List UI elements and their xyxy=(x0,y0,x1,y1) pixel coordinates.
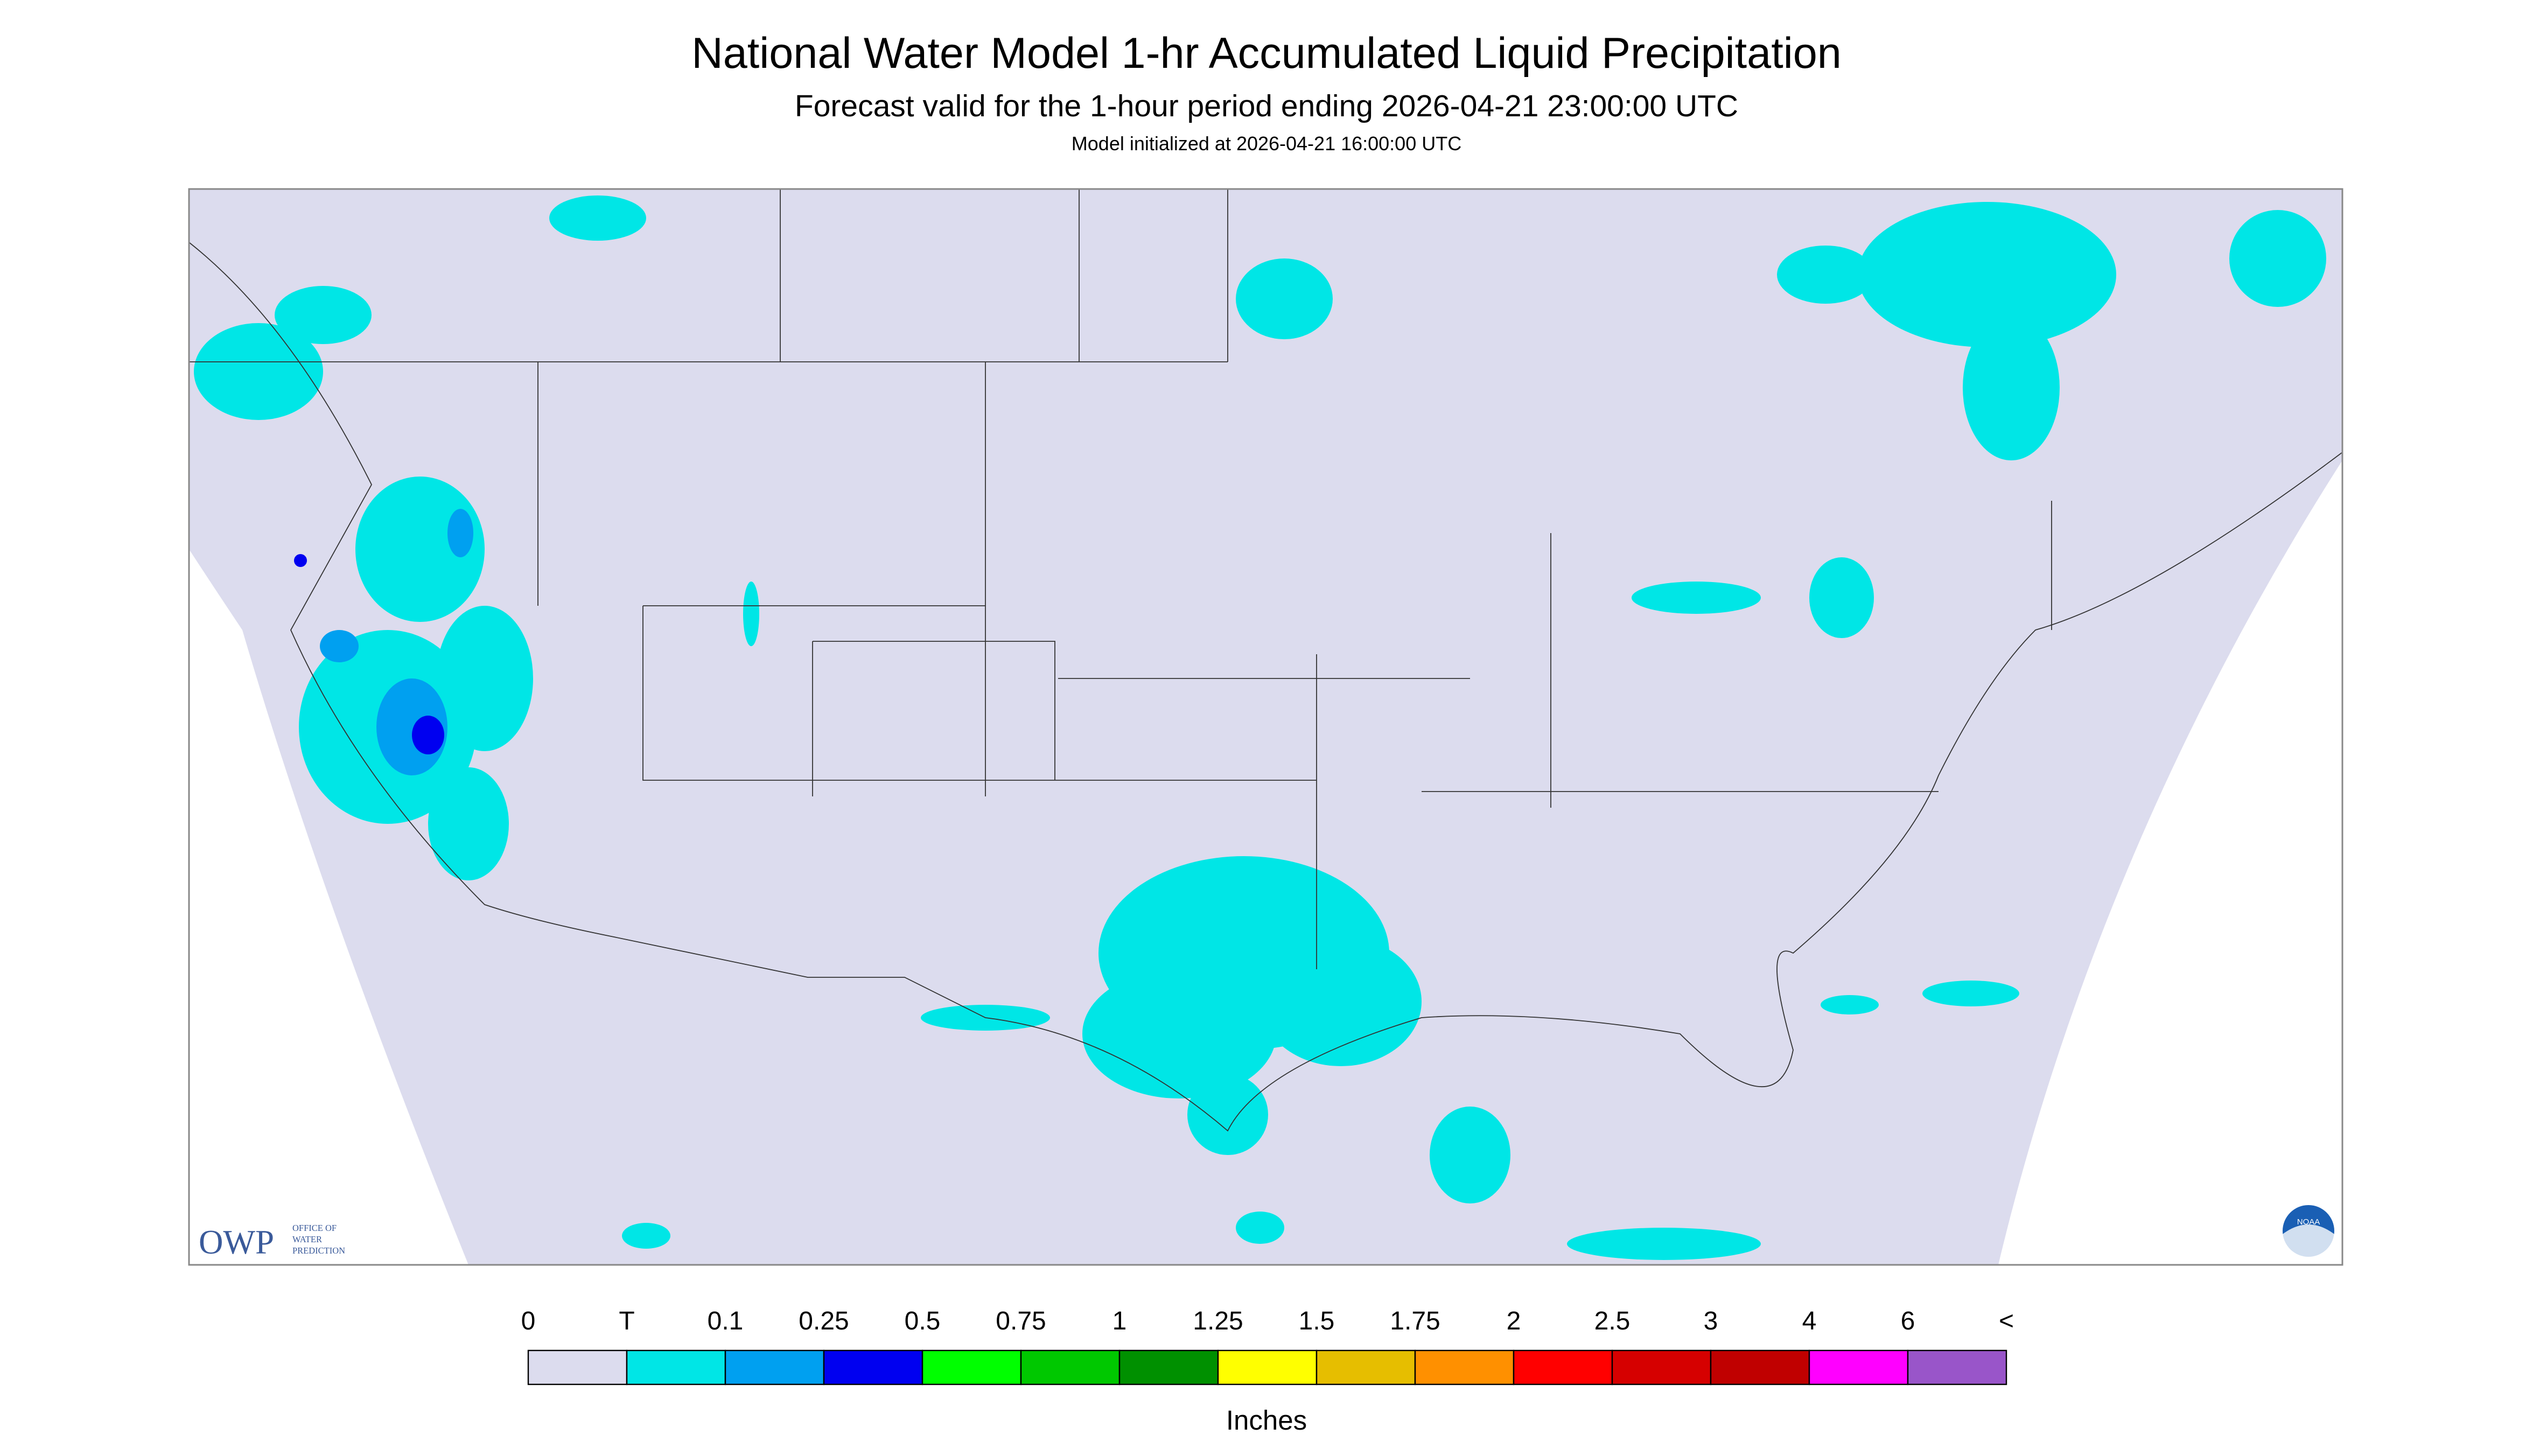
legend-swatch xyxy=(1414,1349,1515,1385)
noaa-text: NOAA xyxy=(2297,1217,2320,1227)
owp-logo: OWP xyxy=(199,1223,274,1261)
legend-label: 1 xyxy=(1112,1307,1127,1335)
legend-label: 4 xyxy=(1802,1307,1817,1335)
map: OWP OFFICE OF WATER PREDICTION NOAA xyxy=(188,188,2343,1266)
legend-label: 3 xyxy=(1704,1307,1718,1335)
legend-label: 1.25 xyxy=(1193,1307,1243,1335)
legend-unit: Inches xyxy=(1226,1405,1307,1436)
legend-label: 0.1 xyxy=(708,1307,744,1335)
legend-swatch xyxy=(1118,1349,1219,1385)
legend-swatch xyxy=(527,1349,628,1385)
legend-label: 0.5 xyxy=(905,1307,941,1335)
legend-label: < xyxy=(1999,1307,2014,1335)
precip-heavy xyxy=(294,554,444,755)
legend-swatch xyxy=(1217,1349,1318,1385)
legend-label: 2.5 xyxy=(1594,1307,1631,1335)
legend-swatch xyxy=(823,1349,923,1385)
legend-swatch xyxy=(1907,1349,2007,1385)
owp-line: WATER xyxy=(292,1234,322,1244)
boundaries xyxy=(188,189,2343,1132)
legend-swatch xyxy=(1710,1349,1810,1385)
legend-swatch xyxy=(1808,1349,1909,1385)
precip-light xyxy=(194,195,2326,1261)
legend-label: 2 xyxy=(1507,1307,1521,1335)
legend-swatch xyxy=(1316,1349,1416,1385)
legend-label: 0.25 xyxy=(799,1307,849,1335)
legend-swatch xyxy=(724,1349,825,1385)
legend-swatch xyxy=(921,1349,1022,1385)
subtitle: Forecast valid for the 1-hour period end… xyxy=(795,89,1738,123)
legend-label: 1.75 xyxy=(1390,1307,1440,1335)
legend-label: 1.5 xyxy=(1299,1307,1335,1335)
legend-label: T xyxy=(619,1307,634,1335)
legend-swatch xyxy=(1611,1349,1712,1385)
legend-label: 0 xyxy=(521,1307,536,1335)
legend-swatch xyxy=(1020,1349,1121,1385)
map-frame xyxy=(188,188,2343,1266)
owp-line: OFFICE OF xyxy=(292,1223,337,1233)
legend-swatch xyxy=(626,1349,726,1385)
title: National Water Model 1-hr Accumulated Li… xyxy=(691,29,1842,78)
noaa-wave xyxy=(2283,1224,2334,1261)
legend-label: 0.75 xyxy=(996,1307,1046,1335)
legend: 0 T 0.1 0.25 0.5 0.75 1 1.25 1.5 1.75 2 2.5 3 4 6 < xyxy=(521,1307,2014,1385)
init-note: Model initialized at 2026-04-21 16:00:00… xyxy=(1072,132,1461,155)
domain xyxy=(189,189,2342,1265)
legend-swatch xyxy=(1513,1349,1613,1385)
legend-label: 6 xyxy=(1901,1307,1915,1335)
owp-line: PREDICTION xyxy=(292,1245,345,1256)
